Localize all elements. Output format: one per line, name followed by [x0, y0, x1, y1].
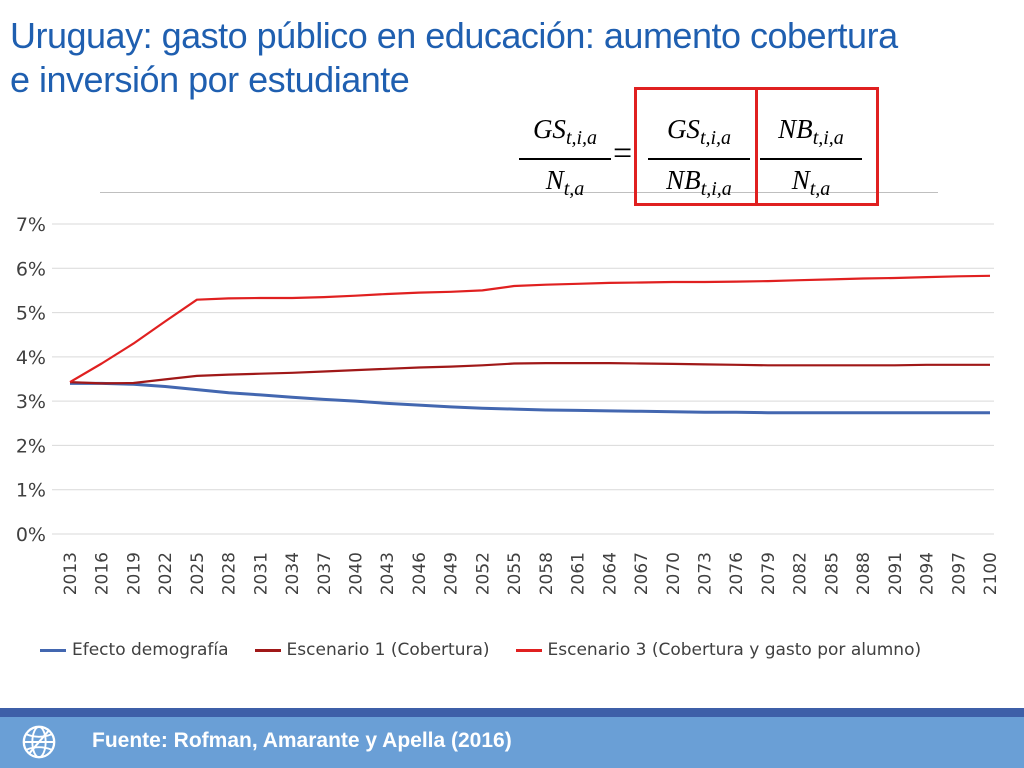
series-line-3 — [69, 274, 991, 384]
footer-stripe — [0, 708, 1024, 717]
f1-numerator-sub: t,i,a — [699, 127, 732, 149]
lhs-denominator-sub: t,a — [563, 178, 585, 200]
y-tick-label: 4% — [16, 347, 46, 369]
x-tick-label: 2079 — [759, 552, 779, 595]
chart-gridlines — [52, 223, 994, 535]
line-chart: 0% 1% 2% 3% 4% 5% 6% 7% 2013 2016 2019 2022 2025 202… — [16, 214, 1001, 595]
legend-item-3: Escenario 3 (Cobertura y gasto por alumn… — [515, 640, 922, 660]
formula-fraction-1: GSt,i,a NBt,i,a — [648, 112, 750, 206]
title-divider — [100, 192, 938, 193]
x-tick-label: 2076 — [727, 552, 747, 595]
chart-legend: Efecto demografía Escenario 1 (Cobertura)… — [40, 638, 947, 662]
title-line-1: Uruguay: gasto público en educación: aum… — [10, 15, 898, 56]
y-tick-label: 3% — [16, 391, 46, 413]
x-tick-label: 2043 — [378, 552, 398, 595]
legend-swatch — [515, 648, 542, 652]
f1-numerator: GS — [666, 114, 700, 144]
x-tick-label: 2031 — [251, 552, 271, 595]
x-tick-label: 2061 — [569, 552, 589, 595]
x-tick-label: 2070 — [664, 552, 684, 595]
series-line-2 — [69, 362, 990, 385]
x-tick-label: 2091 — [886, 552, 906, 595]
legend-item-2: Escenario 1 (Cobertura) — [254, 640, 490, 660]
lhs-numerator-sub: t,i,a — [565, 127, 598, 149]
legend-label: Efecto demografía — [72, 640, 229, 660]
x-tick-label: 2022 — [156, 552, 176, 595]
x-tick-label: 2067 — [632, 552, 652, 595]
x-tick-label: 2028 — [220, 552, 240, 595]
formula-equals: = — [613, 135, 633, 172]
formula-lhs-fraction: GSt,i,a Nt,a — [519, 112, 611, 206]
x-tick-label: 2094 — [918, 552, 938, 595]
legend-item-1: Efecto demografía — [40, 640, 229, 660]
x-tick-label: 2055 — [505, 552, 525, 595]
source-citation: Fuente: Rofman, Amarante y Apella (2016) — [92, 729, 512, 752]
x-tick-label: 2019 — [124, 552, 144, 595]
x-tick-label: 2034 — [283, 552, 303, 595]
x-tick-label: 2049 — [442, 552, 462, 595]
x-tick-label: 2040 — [347, 552, 367, 595]
legend-swatch — [40, 648, 66, 652]
x-tick-label: 2016 — [93, 552, 113, 595]
series-line-1 — [70, 381, 990, 415]
chart-series — [69, 274, 991, 415]
legend-swatch — [254, 648, 281, 652]
highlight-box-1 — [634, 87, 758, 206]
lhs-denominator: N — [545, 165, 564, 195]
x-tick-label: 2064 — [600, 552, 620, 595]
f2-numerator-sub: t,i,a — [812, 127, 844, 149]
y-tick-label: 7% — [16, 214, 46, 236]
f1-denominator: NB — [666, 165, 701, 195]
x-tick-label: 2100 — [981, 552, 1001, 595]
x-tick-label: 2013 — [61, 552, 81, 595]
formula-fraction-2: NBt,i,a Nt,a — [760, 112, 862, 206]
x-tick-label: 2046 — [410, 552, 430, 595]
x-tick-label: 2073 — [695, 552, 715, 595]
slide-title: Uruguay: gasto público en educación: aum… — [10, 14, 1010, 102]
f2-denominator-sub: t,a — [809, 178, 831, 200]
x-axis-tick-labels: 2013 2016 2019 2022 2025 2028 2031 2034 2037 2040… — [61, 552, 1001, 595]
legend-label: Escenario 3 (Cobertura y gasto por alumn… — [547, 640, 922, 660]
f2-denominator: N — [791, 165, 810, 195]
x-tick-label: 2085 — [822, 552, 842, 595]
f1-denominator-sub: t,i,a — [700, 178, 732, 200]
globe-icon — [22, 725, 56, 759]
y-tick-label: 1% — [16, 480, 46, 502]
x-tick-label: 2082 — [791, 552, 811, 595]
legend-label: Escenario 1 (Cobertura) — [286, 640, 490, 660]
y-tick-label: 6% — [16, 258, 46, 280]
y-tick-label: 5% — [16, 303, 46, 325]
x-tick-label: 2097 — [949, 552, 969, 595]
x-tick-label: 2058 — [537, 552, 557, 595]
f2-numerator: NB — [778, 114, 813, 144]
x-tick-label: 2088 — [854, 552, 874, 595]
x-tick-label: 2052 — [473, 552, 493, 595]
x-tick-label: 2025 — [188, 552, 208, 595]
x-tick-label: 2037 — [315, 552, 335, 595]
title-line-2: e inversión por estudiante — [10, 59, 410, 100]
footer-bar: Fuente: Rofman, Amarante y Apella (2016) — [0, 717, 1024, 768]
y-axis-tick-labels: 0% 1% 2% 3% 4% 5% 6% 7% — [16, 214, 46, 546]
highlight-box-2 — [755, 87, 879, 206]
y-tick-label: 0% — [16, 524, 46, 546]
y-tick-label: 2% — [16, 435, 46, 457]
lhs-numerator: GS — [532, 114, 566, 144]
